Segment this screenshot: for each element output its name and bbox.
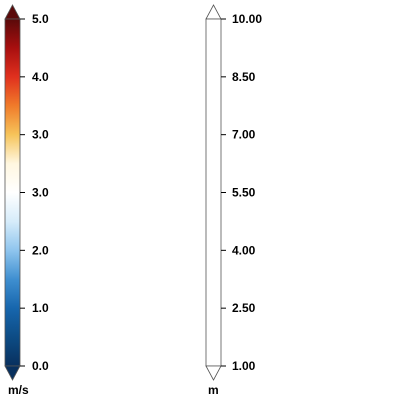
colorbar-speed-tick-label: 1.0 — [32, 301, 49, 315]
colorbar-speed: 5.0 4.0 3.0 3.0 2.0 1.0 0.0m/s — [4, 4, 49, 397]
colorbar-height-tick-label: 8.50 — [232, 70, 256, 84]
colorbar-speed-tick-label: 5.0 — [32, 12, 49, 26]
colorbar-speed-tick-label: 2.0 — [32, 243, 49, 257]
colorbar-speed-tick-label: 3.0 — [32, 186, 49, 200]
colorbar-height-tick-label: 10.00 — [232, 12, 262, 26]
colorbar-height-body — [205, 18, 222, 367]
colorbar-speed-tick-label: 0.0 — [32, 359, 49, 373]
colorbar-height-extend-max — [205, 4, 222, 20]
colorbar-speed-extend-min — [4, 365, 21, 381]
colorbar-speed-body — [4, 18, 21, 367]
colorbar-height-extend-min — [205, 365, 222, 381]
colorbar-speed-extend-max — [4, 4, 21, 20]
colorbar-height-unit-label: m — [208, 383, 219, 397]
colorbar-speed-tick-label: 4.0 — [32, 70, 49, 84]
colorbar-height-tick-label: 1.00 — [232, 359, 256, 373]
colorbar-speed-tick-label: 3.0 — [32, 128, 49, 142]
colorbar-speed-unit-label: m/s — [8, 383, 29, 397]
colorbar-height-tick-label: 2.50 — [232, 301, 256, 315]
colorbar-height-tick-label: 4.00 — [232, 243, 256, 257]
colorbar-height-tick-label: 5.50 — [232, 186, 256, 200]
colorbar-height-tick-label: 7.00 — [232, 128, 256, 142]
colorbar-height: 10.00 8.50 7.00 5.50 4.00 2.50 1.00 m — [205, 4, 262, 397]
